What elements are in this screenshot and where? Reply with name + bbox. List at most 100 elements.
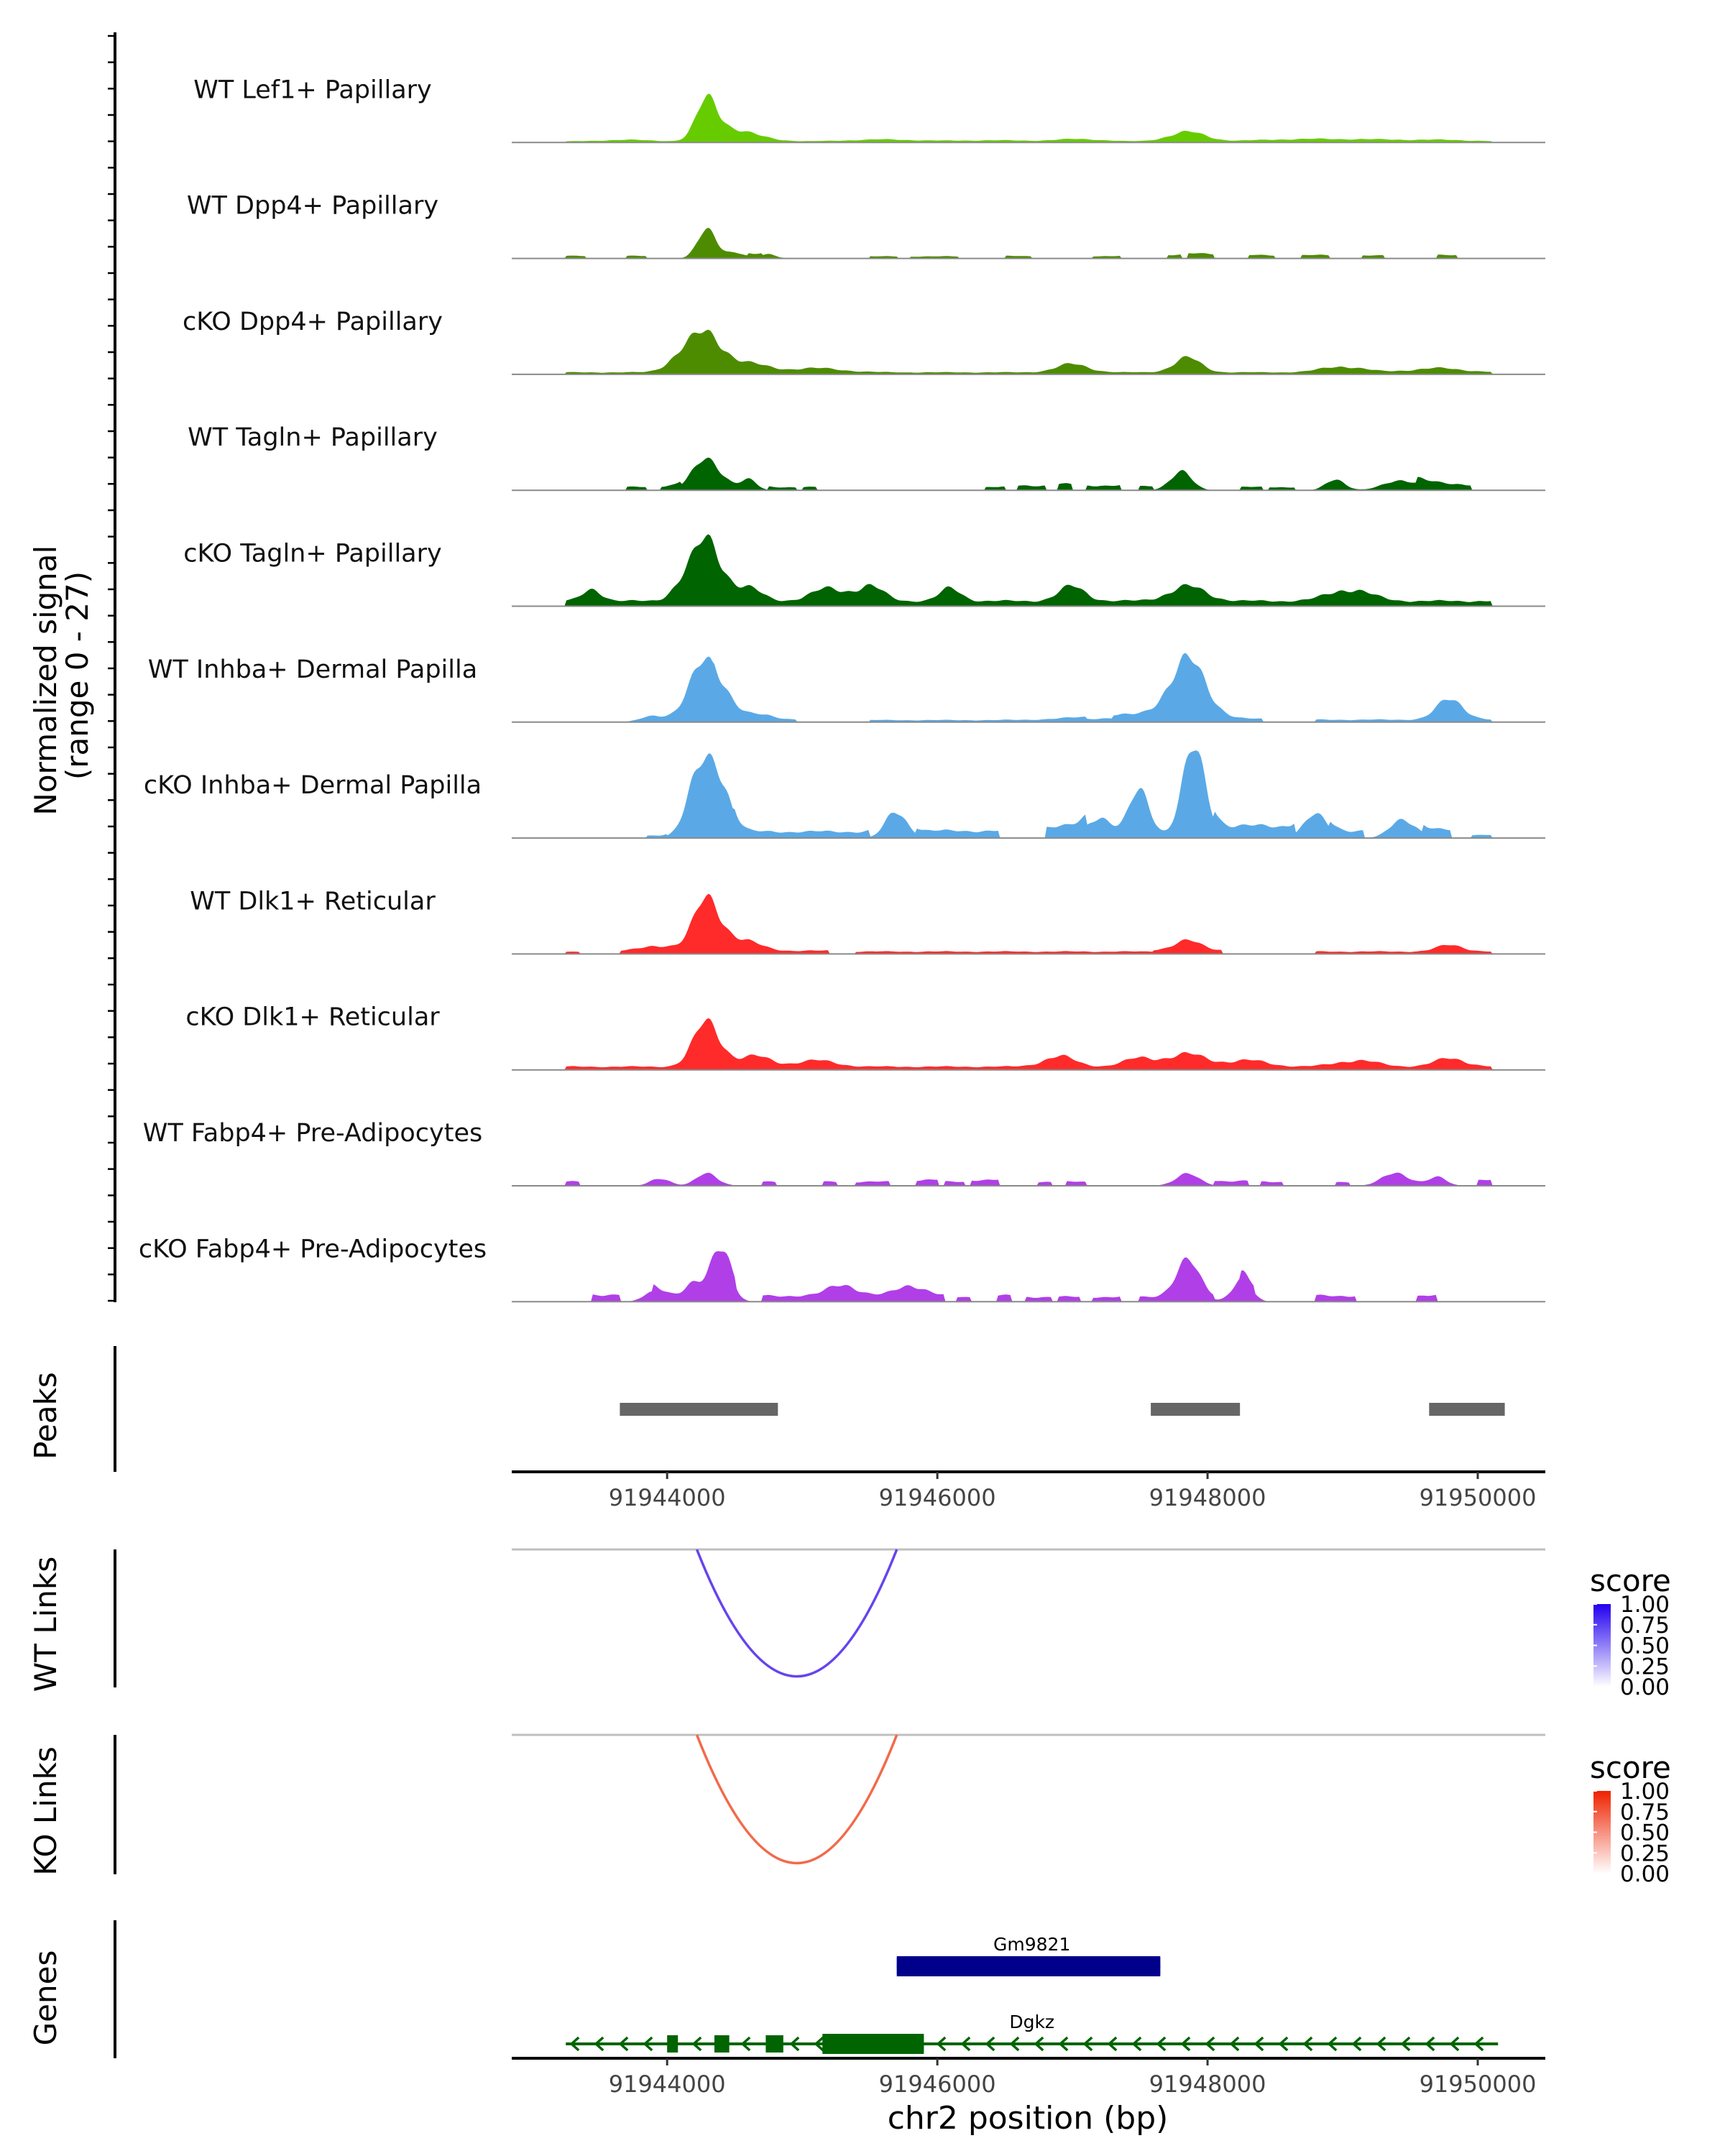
strand-arrow [569,2036,580,2052]
signal-area [512,893,1545,954]
strand-arrow [1229,2036,1240,2052]
legend-tick-label: 0.25 [1620,1654,1670,1680]
signal-track-label: WT Fabp4+ Pre-Adipocytes [143,1119,482,1148]
gene-cds [896,1956,1161,1976]
x-axis-title: chr2 position (bp) [888,2100,1169,2137]
legend-tick-label: 0.75 [1620,1613,1670,1639]
strand-arrow [1425,2036,1435,2052]
link-track [114,1548,1545,1687]
signal-area [512,93,1545,143]
strand-arrow [740,2036,751,2052]
signal-track: cKO Inhba+ Dermal Papilla [144,750,1545,839]
x-axis-tick-label: 91944000 [609,1484,726,1511]
strand-arrow [960,2036,971,2052]
signal-track: WT Tagln+ Papillary [188,423,1545,492]
signal-track-label: WT Dpp4+ Papillary [187,192,438,221]
x-axis-upper: 91944000 91946000 91948000 91950000 [512,1470,1545,1511]
strand-arrow [1156,2036,1167,2052]
peak-interval [620,1403,778,1416]
signal-track-label: WT Dlk1+ Reticular [190,887,436,916]
signal-area [512,1251,1545,1302]
signal-track: cKO Tagln+ Papillary [183,534,1545,607]
x-axis-tick-label: 91948000 [1149,1484,1266,1511]
strand-arrow [1327,2036,1338,2052]
strand-arrow [1302,2036,1313,2052]
legend-tick-label: 0.00 [1620,1861,1670,1887]
legend-tick-label: 0.75 [1620,1800,1670,1825]
signal-axis-label: Normalized signal (range 0 - 27) [28,535,95,815]
gene-model: Dgkz [566,2012,1499,2054]
strand-arrow [1009,2036,1020,2052]
strand-arrow [691,2036,702,2052]
strand-arrow [789,2036,800,2052]
legend-tick-label: 0.50 [1620,1634,1670,1659]
legend-tick-label: 1.00 [1620,1779,1670,1805]
signal-track-label: cKO Fabp4+ Pre-Adipocytes [139,1235,487,1263]
strand-arrow [1351,2036,1362,2052]
gene-cds [822,2034,924,2054]
peak-interval [1151,1403,1241,1416]
signal-area [512,457,1545,491]
link-track [114,1733,1545,1874]
ko-links-label: KO Links [28,1746,63,1876]
strand-arrow [1376,2036,1386,2052]
signal-track-label: cKO Inhba+ Dermal Papilla [144,771,482,800]
link-arc [695,1549,898,1678]
strand-arrow [1400,2036,1411,2052]
genes-track: Gm9821 Dgkz [114,1920,1499,2058]
signal-track-label: WT Tagln+ Papillary [188,423,438,452]
strand-arrow [643,2036,653,2052]
x-axis-tick-label: 91946000 [879,2070,996,2098]
strand-arrow [1034,2036,1044,2052]
signal-area [512,750,1545,839]
gene-exon [724,2035,730,2053]
legend-tick-label: 1.00 [1620,1592,1670,1618]
strand-arrow [594,2036,604,2052]
strand-arrow [1473,2036,1484,2052]
signal-track-label: WT Lef1+ Papillary [193,75,432,104]
strand-arrow [1449,2036,1460,2052]
strand-arrow [1205,2036,1215,2052]
signal-area [512,227,1545,259]
strand-arrow [1082,2036,1093,2052]
signal-axis-label-line2: (range 0 - 27) [60,571,95,780]
legend-tick-label: 0.25 [1620,1841,1670,1866]
signal-tracks: WT Lef1+ Papillary WT Dpp4+ Papillary cKO … [139,75,1545,1303]
strand-arrow [1058,2036,1069,2052]
x-axis-tick-label: 91946000 [879,1484,996,1511]
strand-arrow [1278,2036,1289,2052]
score-legends: score1.000.750.500.250.00score1.000.750.… [1590,1563,1671,1887]
legend-tick-label: 0.00 [1620,1674,1670,1700]
legend-tick-label: 0.50 [1620,1820,1670,1846]
signal-area [512,653,1545,722]
signal-track-label: cKO Dlk1+ Reticular [185,1003,440,1032]
x-axis-tick-label: 91950000 [1420,1484,1537,1511]
signal-track: cKO Dlk1+ Reticular [185,1003,1545,1071]
signal-track: cKO Dpp4+ Papillary [183,308,1545,375]
gene-name-label: Gm9821 [993,1934,1070,1955]
strand-arrow [936,2036,947,2052]
x-axis-tick-label: 91944000 [609,2070,726,2098]
gene-exon [765,2035,783,2053]
links-tracks [114,1548,1545,1874]
wt-links-label: WT Links [28,1557,63,1692]
signal-track: WT Dpp4+ Papillary [187,192,1545,259]
signal-axis [108,32,116,1302]
signal-track: WT Lef1+ Papillary [193,75,1545,144]
genes-track-label: Genes [28,1950,63,2046]
strand-arrow [618,2036,629,2052]
x-axis-lower: 91944000 91946000 91948000 91950000 [512,2057,1545,2098]
legend-title: score [1590,1563,1671,1598]
link-arc [695,1734,898,1864]
signal-track: WT Fabp4+ Pre-Adipocytes [143,1119,1545,1187]
strand-arrow [985,2036,995,2052]
peak-interval [1429,1403,1505,1416]
peaks-track-label: Peaks [28,1372,63,1460]
signal-area [512,534,1545,607]
strand-arrow [1180,2036,1191,2052]
signal-track-label: cKO Tagln+ Papillary [183,540,442,568]
signal-track: cKO Fabp4+ Pre-Adipocytes [139,1235,1545,1303]
signal-track-label: WT Inhba+ Dermal Papilla [148,655,477,684]
